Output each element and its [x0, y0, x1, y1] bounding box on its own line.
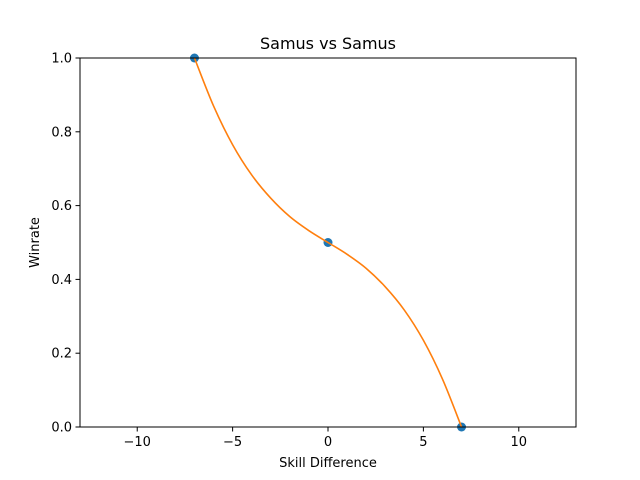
chart-title: Samus vs Samus: [260, 34, 396, 53]
y-tick-label: 0.8: [51, 125, 72, 140]
x-tick-label: 10: [510, 435, 527, 450]
y-tick-label: 0.6: [51, 199, 72, 214]
axis-ticks: −10 −5 0 5 10 0.0 0.2 0.4 0.6 0.8 1.0: [51, 52, 527, 451]
x-tick-label: 0: [324, 435, 332, 450]
x-tick-label: −10: [124, 435, 151, 450]
y-tick-label: 0.2: [51, 347, 72, 362]
y-tick-label: 0.4: [51, 273, 72, 288]
x-tick-label: 5: [419, 435, 427, 450]
y-tick-label: 0.0: [51, 421, 72, 436]
y-tick-label: 1.0: [51, 52, 72, 67]
fit-curve-line: [193, 58, 463, 427]
plot-frame: [79, 57, 577, 428]
x-axis-label: Skill Difference: [279, 456, 377, 471]
y-axis-label: Winrate: [28, 217, 43, 268]
x-tick-label: −5: [223, 435, 242, 450]
plot-area: [189, 53, 467, 432]
